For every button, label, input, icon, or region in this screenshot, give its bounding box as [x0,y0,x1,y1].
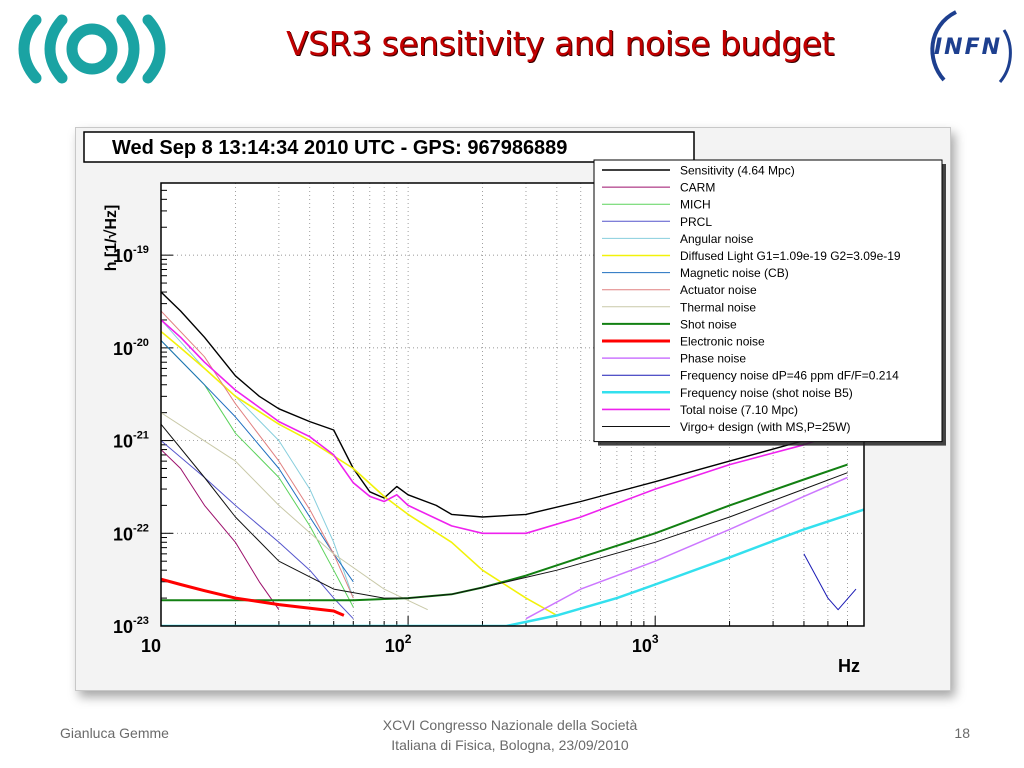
y-axis-label: h [1/√Hz] [103,205,120,272]
series-line-12 [803,553,857,611]
legend-label: Angular noise [680,232,754,246]
legend-label: Frequency noise dP=46 ppm dF/F=0.214 [680,369,899,383]
legend-label: Total noise (7.10 Mpc) [680,403,798,417]
slide-title: VSR3 sensitivity and noise budget [286,24,834,63]
y-tick-label: 10-23 [113,615,149,637]
virgo-wave-logo-icon [18,14,166,84]
footer-event: XCVI Congresso Nazionale della Società I… [340,715,680,755]
x-tick-label: 102 [385,632,412,656]
legend-label: CARM [680,181,715,195]
x-tick-base: 10 [385,636,405,656]
y-tick-label: 10-22 [113,522,149,544]
x-axis-label: Hz [838,656,860,676]
infn-logo-text: INFN [934,35,1002,60]
chart-title-box [83,131,695,163]
footer-event-line2: Italiana di Fisica, Bologna, 23/09/2010 [391,737,629,753]
y-tick-label: 10-19 [113,244,149,266]
noise-budget-figure: Wed Sep 8 13:14:34 2010 UTC - GPS: 96798… [75,127,951,691]
y-tick-base: 10 [113,617,133,637]
legend-label: Electronic noise [680,335,765,349]
y-tick-base: 10 [113,246,133,266]
chart-title: Wed Sep 8 13:14:34 2010 UTC - GPS: 96798… [112,137,567,159]
legend-label: Sensitivity (4.64 Mpc) [680,164,795,178]
legend-label: Phase noise [680,352,746,366]
y-tick-label: 10-20 [113,337,149,359]
legend-label: Virgo+ design (with MS,P=25W) [680,420,851,434]
legend-label: MICH [680,198,711,212]
legend-label: Actuator noise [680,283,757,297]
footer-page-number: 18 [954,725,970,741]
y-tick-exponent: -21 [133,430,149,442]
series-line-5 [161,330,558,617]
series-line-8 [161,412,428,611]
x-tick-base: 10 [632,636,652,656]
legend-label: Thermal noise [680,300,756,314]
y-tick-exponent: -19 [133,244,149,256]
series-line-1 [161,449,280,610]
legend-label: Diffused Light G1=1.09e-19 G2=3.09e-19 [680,249,901,263]
x-tick-exponent: 2 [405,632,412,646]
legend-label: PRCL [680,215,712,229]
y-tick-exponent: -20 [133,337,149,349]
x-tick-label: 103 [632,632,659,656]
y-tick-label: 10-21 [113,430,149,452]
series-line-9 [161,463,848,602]
x-tick-exponent: 3 [652,632,659,646]
infn-logo-icon: INFN [930,10,1012,83]
legend-label: Frequency noise (shot noise B5) [680,386,853,400]
y-tick-base: 10 [113,524,133,544]
y-tick-exponent: -22 [133,522,149,534]
series-line-11 [525,476,848,620]
series-line-0 [161,291,848,518]
series-line-10 [161,577,345,617]
noise-budget-chart: Wed Sep 8 13:14:34 2010 UTC - GPS: 96798… [83,131,946,676]
series-line-13 [161,508,864,626]
x-tick-label: 10 [141,636,161,656]
legend-label: Shot noise [680,317,737,331]
y-tick-exponent: -23 [133,615,149,627]
x-tick-base: 10 [141,636,161,656]
footer-author: Gianluca Gemme [60,725,169,741]
legend-box [593,159,943,443]
y-tick-base: 10 [113,339,133,359]
y-tick-base: 10 [113,432,133,452]
footer-event-line1: XCVI Congresso Nazionale della Società [382,717,638,733]
series-line-14 [161,319,848,535]
legend-label: Magnetic noise (CB) [680,266,789,280]
series-line-15 [161,423,848,599]
